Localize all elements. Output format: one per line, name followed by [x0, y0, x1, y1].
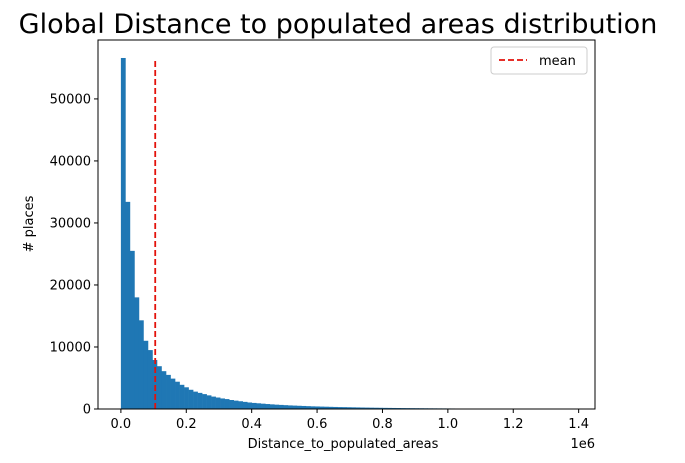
histogram-bar — [161, 371, 167, 409]
x-tick-label: 1.0 — [438, 417, 459, 432]
histogram-bar — [197, 392, 203, 409]
x-axis-offset-label: 1e6 — [570, 437, 595, 452]
histogram-bar — [251, 402, 257, 409]
y-axis-ticks: 0 10000 20000 30000 40000 50000 — [50, 92, 98, 418]
histogram-bar — [274, 404, 280, 409]
histogram-bar — [310, 406, 316, 409]
histogram-bar — [265, 404, 271, 409]
histogram-bar — [138, 320, 144, 409]
histogram-bar — [220, 398, 225, 409]
y-tick-label: 10000 — [50, 340, 91, 355]
histogram-bar — [351, 407, 356, 409]
legend: mean — [490, 46, 588, 75]
histogram-bar — [328, 406, 334, 409]
x-tick-label: 0.4 — [241, 417, 262, 432]
histogram-bar — [156, 366, 162, 409]
histogram-bar — [129, 250, 135, 409]
histogram-bar — [242, 401, 248, 409]
histogram-bar — [364, 407, 370, 409]
histogram-bar — [224, 399, 230, 409]
histogram-bar — [387, 407, 392, 409]
legend-mean-label: mean — [539, 54, 576, 69]
histogram-bar — [120, 57, 126, 410]
plot-frame — [97, 39, 596, 410]
histogram-bar — [184, 387, 189, 409]
histogram-bar — [188, 389, 194, 409]
x-tick-label: 0.6 — [307, 417, 328, 432]
histogram-bar — [314, 406, 320, 409]
histogram-bar — [152, 360, 158, 409]
histogram-bar — [229, 400, 234, 409]
bars-group — [120, 57, 573, 410]
histogram-bar — [170, 378, 176, 409]
histogram-bar — [247, 402, 253, 409]
histogram-bar — [278, 404, 284, 409]
x-tick-label: 0.2 — [176, 417, 197, 432]
histogram-bar — [369, 407, 374, 409]
histogram-bar — [238, 401, 244, 409]
y-axis-label: # places — [22, 195, 37, 252]
histogram-bar — [233, 400, 239, 409]
y-tick-label: 20000 — [50, 278, 91, 293]
histogram-bar — [378, 407, 383, 409]
x-axis-label: Distance_to_populated_areas — [248, 437, 439, 452]
x-tick-label: 1.2 — [503, 417, 524, 432]
y-tick-label: 50000 — [50, 92, 91, 107]
histogram-bar — [256, 403, 262, 409]
histogram-bar — [166, 374, 171, 409]
x-axis-ticks: 0.0 0.2 0.4 0.6 0.8 1.0 1.2 1.4 — [111, 409, 589, 432]
histogram-bar — [360, 407, 365, 409]
histogram-bar — [373, 407, 379, 409]
histogram-bar — [202, 394, 207, 409]
chart-title: Global Distance to populated areas distr… — [19, 9, 658, 40]
histogram-bar — [269, 404, 275, 409]
histogram-bar — [287, 405, 293, 409]
histogram-bar — [125, 201, 131, 409]
histogram-bar — [211, 396, 216, 409]
legend-box — [490, 46, 588, 75]
histogram-bar — [337, 407, 343, 409]
histogram-bar — [134, 297, 140, 409]
histogram-bar — [143, 340, 149, 409]
histogram-bar — [175, 381, 180, 409]
x-tick-label: 0.0 — [111, 417, 132, 432]
histogram-bar — [319, 406, 325, 409]
histogram-bar — [346, 407, 352, 409]
y-tick-label: 30000 — [50, 216, 91, 231]
histogram-bar — [215, 397, 221, 409]
histogram-bar — [355, 407, 361, 409]
histogram-bar — [301, 405, 307, 409]
histogram-bar — [260, 403, 266, 409]
histogram-bar — [323, 406, 329, 409]
histogram-bar — [193, 391, 198, 409]
histogram-bar — [283, 405, 289, 409]
y-tick-label: 40000 — [50, 154, 91, 169]
histogram-bar — [332, 406, 338, 409]
histogram-bar — [292, 405, 298, 409]
histogram-bar — [341, 407, 347, 409]
histogram-bar — [382, 407, 388, 409]
y-tick-label: 0 — [83, 403, 91, 418]
x-tick-label: 1.4 — [568, 417, 589, 432]
histogram-bar — [147, 350, 153, 409]
histogram-bar — [391, 407, 397, 409]
histogram-bar — [296, 405, 302, 409]
histogram-bar — [305, 406, 311, 409]
x-tick-label: 0.8 — [372, 417, 393, 432]
histogram-bar — [179, 384, 185, 409]
histogram-bar — [206, 395, 212, 409]
